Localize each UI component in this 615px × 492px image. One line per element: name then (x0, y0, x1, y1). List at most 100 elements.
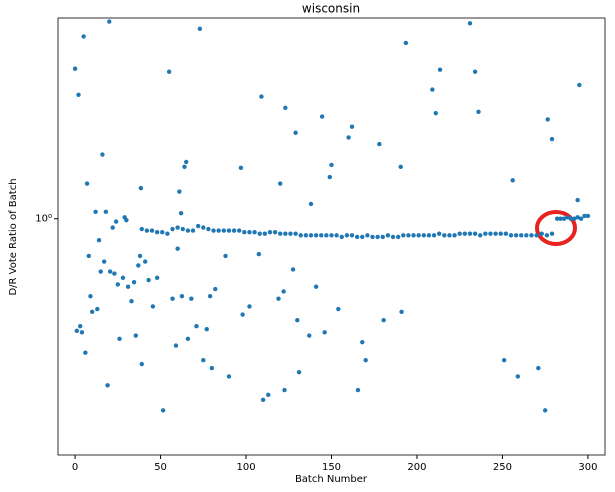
point (178, 210, 184, 216)
point (131, 280, 137, 285)
point (575, 197, 580, 203)
point (226, 228, 232, 233)
point (154, 229, 160, 235)
point (190, 228, 196, 233)
point (125, 284, 131, 289)
point (74, 328, 80, 333)
point (78, 323, 83, 329)
chart-title: wisconsin (302, 2, 360, 16)
point (170, 296, 175, 301)
point (288, 231, 293, 236)
point (442, 233, 447, 238)
point (365, 233, 370, 238)
point (79, 330, 85, 335)
point (568, 216, 574, 221)
point (478, 233, 483, 238)
point (154, 275, 160, 281)
point (247, 229, 252, 235)
x-axis-label: Batch Number (295, 474, 368, 485)
point (319, 233, 324, 238)
point (377, 141, 382, 147)
point (539, 231, 544, 236)
point (278, 231, 283, 236)
point (416, 233, 421, 238)
point (88, 294, 93, 299)
point (329, 233, 334, 238)
point (136, 263, 141, 268)
point (513, 233, 519, 238)
point (103, 209, 109, 214)
point (166, 69, 172, 74)
point (150, 304, 156, 309)
point (554, 216, 560, 221)
point (349, 124, 355, 129)
point (86, 253, 91, 259)
point (334, 233, 339, 238)
point (346, 135, 351, 140)
point (95, 306, 100, 312)
point (426, 233, 432, 238)
point (278, 181, 283, 186)
point (467, 231, 473, 236)
point (395, 234, 401, 240)
point (207, 294, 213, 299)
point (238, 165, 244, 171)
point (72, 66, 78, 71)
point (483, 231, 488, 236)
point (476, 109, 481, 115)
point (142, 259, 148, 264)
point (508, 233, 514, 238)
point (113, 219, 119, 224)
point (262, 231, 268, 236)
x-tick-label: 150 (322, 462, 341, 473)
point (197, 26, 203, 32)
point (510, 178, 515, 183)
point (76, 92, 81, 97)
point (293, 130, 298, 135)
point (462, 231, 468, 236)
point (175, 225, 180, 230)
point (298, 233, 303, 238)
point (180, 226, 185, 232)
point (101, 259, 107, 264)
point (216, 228, 221, 233)
point (139, 226, 144, 232)
x-tick-label: 50 (154, 462, 167, 473)
point (578, 216, 584, 221)
point (282, 387, 287, 393)
point (211, 228, 216, 233)
point (236, 228, 242, 233)
point (398, 164, 403, 170)
point (223, 253, 228, 259)
point (201, 225, 206, 230)
point (472, 69, 478, 74)
point (195, 223, 201, 229)
point (452, 233, 457, 238)
point (390, 234, 396, 240)
point (322, 330, 327, 335)
point (206, 226, 211, 232)
point (399, 309, 404, 314)
point (293, 231, 298, 236)
point (308, 201, 314, 207)
point (105, 383, 110, 388)
y-tick-label: 10⁰ (35, 214, 52, 225)
point (411, 233, 416, 238)
point (329, 162, 334, 168)
point (501, 357, 507, 363)
highlight-circle (535, 210, 577, 246)
point (204, 327, 209, 332)
point (303, 233, 309, 238)
point (295, 318, 300, 323)
point (242, 229, 247, 235)
point (107, 269, 113, 274)
point (544, 233, 550, 238)
point (177, 189, 182, 194)
point (339, 234, 344, 240)
point (577, 82, 582, 88)
point (488, 231, 493, 236)
point (184, 159, 189, 165)
point (582, 213, 587, 219)
point (558, 216, 563, 221)
point (437, 67, 443, 72)
